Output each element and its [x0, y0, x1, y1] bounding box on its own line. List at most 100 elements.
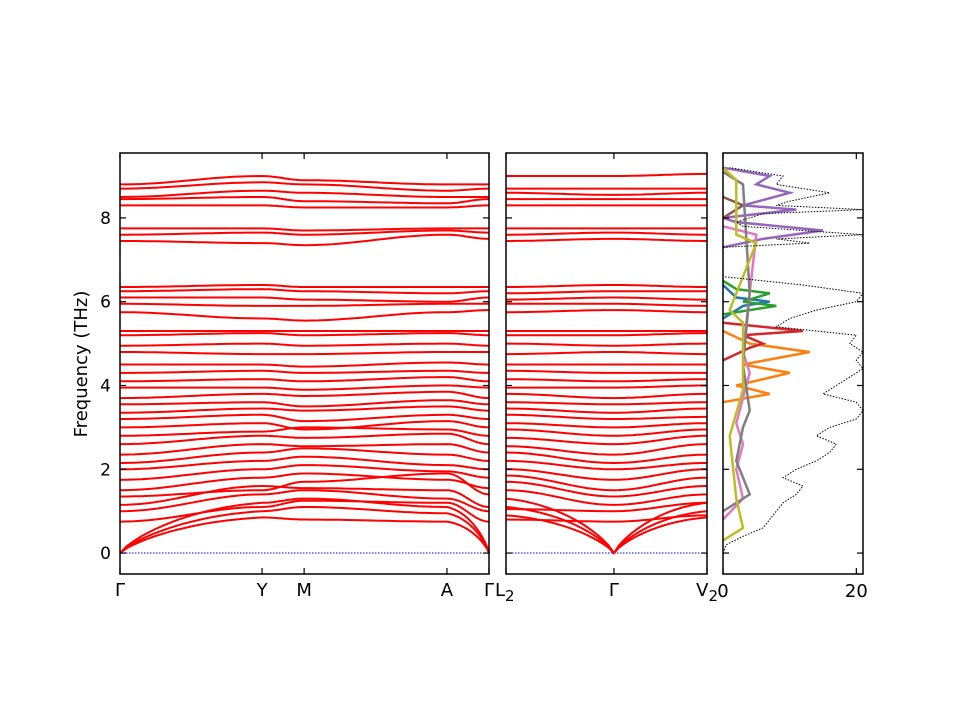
- k-point-label: V2: [696, 580, 718, 605]
- band-line: [506, 428, 707, 437]
- band-line: [120, 384, 489, 391]
- band-line: [505, 514, 707, 523]
- band-line: [506, 284, 707, 288]
- band-line: [120, 284, 489, 288]
- band-line: [506, 434, 707, 446]
- band-lines: [119, 172, 708, 555]
- k-point-subscript: 2: [708, 587, 718, 605]
- band-line: [120, 302, 489, 307]
- band-line: [506, 237, 707, 242]
- projected-dos-p8: [722, 170, 752, 513]
- k-point-label: Γ: [609, 580, 619, 601]
- band-line: [120, 233, 490, 247]
- band-line: [119, 472, 489, 492]
- band-line: [506, 332, 707, 337]
- band-line: [506, 290, 707, 295]
- band-line: [120, 174, 489, 186]
- k-point-label: Γ: [115, 580, 125, 601]
- k-point-label: Γ: [484, 580, 494, 601]
- band-line: [505, 407, 708, 414]
- band-line: [506, 474, 707, 492]
- dos-x-tick-label: 20: [845, 581, 868, 602]
- band-line: [505, 480, 708, 498]
- band-line: [506, 369, 707, 374]
- k-point-label: A: [441, 580, 454, 601]
- projected-dos-p5: [722, 166, 824, 249]
- band-line: [119, 443, 489, 456]
- band-line: [506, 342, 707, 347]
- band-line: [119, 390, 490, 400]
- band-line: [119, 447, 489, 464]
- projected-dos-p3: [722, 279, 777, 316]
- band-line: [120, 432, 489, 446]
- band-line: [120, 399, 489, 408]
- band-line: [506, 459, 707, 471]
- projected-dos-p2: [722, 329, 810, 404]
- band-line: [120, 472, 490, 498]
- band-line: [506, 468, 707, 481]
- band-line: [119, 489, 490, 513]
- band-line: [120, 296, 489, 303]
- y-tick-label: 0: [100, 544, 111, 564]
- k-point-label: Y: [256, 580, 269, 601]
- band-line: [120, 288, 490, 295]
- band-line: [505, 451, 708, 465]
- band-line: [120, 196, 489, 205]
- band-line: [506, 351, 707, 356]
- band-line: [506, 378, 707, 383]
- band-line: [119, 506, 490, 554]
- band-line: [120, 309, 489, 322]
- projected-dos-p7: [722, 225, 758, 521]
- band-line: [506, 392, 707, 400]
- band-line: [119, 497, 490, 554]
- band-line: [120, 413, 489, 423]
- band-line: [506, 384, 707, 389]
- band-line: [119, 516, 490, 554]
- band-line: [120, 405, 489, 414]
- band-line: [120, 369, 489, 374]
- panel-frame: [505, 152, 708, 575]
- band-line: [506, 191, 707, 196]
- y-tick-label: 4: [100, 376, 111, 396]
- band-line: [120, 204, 489, 209]
- band-line: [120, 181, 489, 192]
- projected-dos-p1: [722, 284, 770, 320]
- band-line: [119, 499, 490, 523]
- dos-x-tick-label: 0: [717, 581, 728, 602]
- band-line: [120, 361, 489, 368]
- band-line: [120, 229, 489, 236]
- y-tick-label: 6: [100, 293, 111, 313]
- band-line: [506, 296, 707, 301]
- band-line: [119, 426, 490, 437]
- band-line: [120, 420, 490, 431]
- y-axis-label: Frequency (THz): [71, 291, 92, 438]
- band-line: [506, 309, 707, 314]
- k-point-label: M: [296, 580, 312, 601]
- band-line: [506, 172, 708, 177]
- band-line: [120, 351, 489, 356]
- y-tick-label: 8: [100, 209, 111, 229]
- band-line: [120, 342, 489, 347]
- band-line: [120, 464, 490, 481]
- band-line: [506, 413, 707, 420]
- band-line: [506, 302, 707, 307]
- projected-dos-p9: [722, 166, 758, 542]
- band-line: [120, 227, 489, 232]
- panel-frame: [722, 152, 864, 575]
- band-line: [506, 501, 707, 513]
- band-line: [505, 497, 708, 555]
- dos-lines: [722, 166, 864, 554]
- band-line: [119, 189, 489, 198]
- band-line: [506, 231, 707, 236]
- k-point-subscript: 2: [505, 587, 515, 605]
- band-line: [120, 332, 489, 337]
- band-line: [119, 485, 490, 508]
- band-line: [120, 376, 489, 383]
- band-line: [119, 455, 490, 471]
- k-point-label: L2: [495, 580, 515, 605]
- band-line: [505, 401, 708, 406]
- projected-dos-p6: [722, 195, 746, 219]
- band-line: [506, 422, 707, 429]
